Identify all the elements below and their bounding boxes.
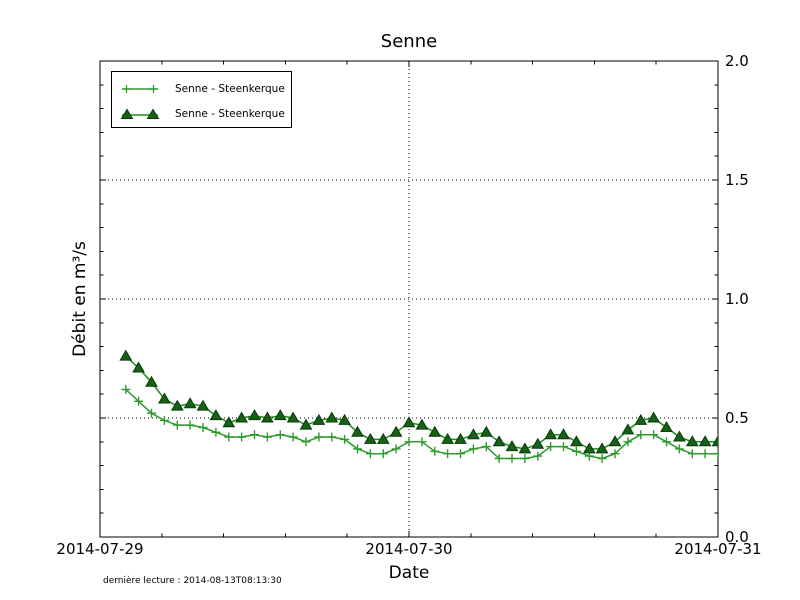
x-tick-label: 2014-07-30 [365,540,453,558]
y-tick-label: 1.0 [725,290,749,308]
footnote: dernière lecture : 2014-08-13T08:13:30 d… [103,558,282,600]
x-tick-label: 2014-07-31 [674,540,762,558]
legend-entry: Senne - Steenkerque [120,76,291,101]
y-tick-label: 0.0 [725,528,749,546]
legend-label: Senne - Steenkerque [175,107,285,120]
legend-entry: Senne - Steenkerque [120,101,291,126]
legend: Senne - Steenkerque Senne - Steenkerque [111,71,292,128]
y-axis-label: Débit en m³/s [70,241,90,357]
x-axis-label: Date [388,563,430,583]
chart-title: Senne [380,31,438,52]
x-tick-label: 2014-07-29 [56,540,144,558]
footnote-derniere-lecture: dernière lecture : 2014-08-13T08:13:30 [103,576,282,586]
y-tick-label: 2.0 [725,52,749,70]
y-tick-label: 0.5 [725,409,749,427]
y-tick-label: 1.5 [725,171,749,189]
plus-marker-sample [122,84,158,93]
legend-label: Senne - Steenkerque [175,82,285,95]
triangle-marker-sample [120,108,160,119]
